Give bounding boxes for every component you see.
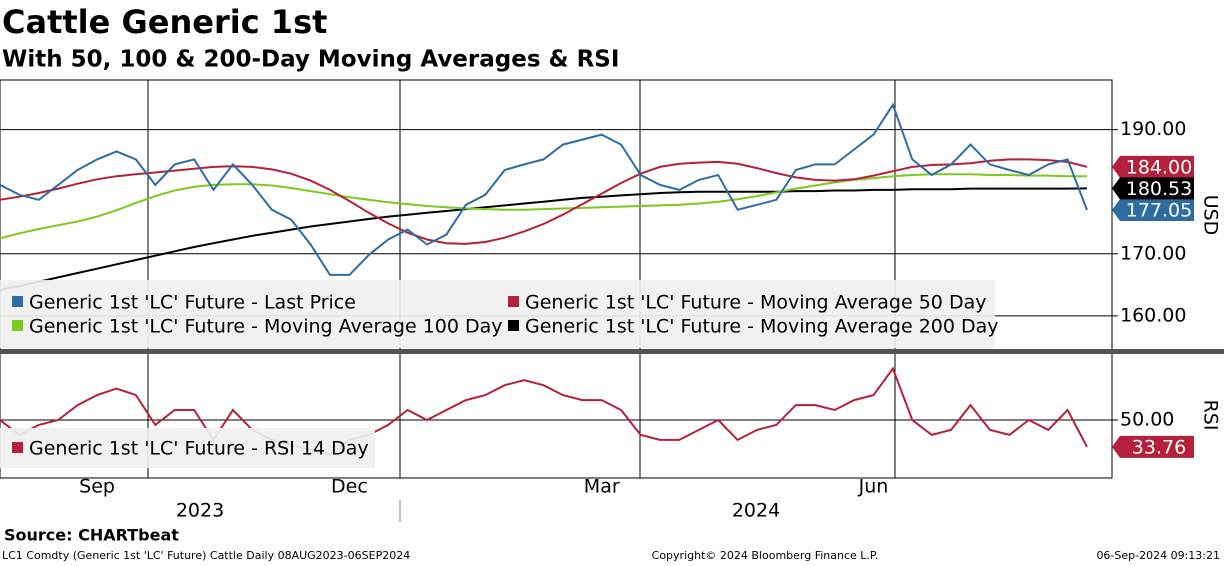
legend-swatch	[12, 320, 23, 331]
legend-swatch	[508, 296, 519, 307]
legend-label: Generic 1st 'LC' Future - Moving Average…	[525, 316, 999, 338]
subtitle: With 50, 100 & 200-Day Moving Averages &…	[2, 47, 619, 73]
y-tick-label: 170.00	[1120, 242, 1186, 264]
value-label: 184.00	[1126, 156, 1192, 178]
legend-label: Generic 1st 'LC' Future - RSI 14 Day	[29, 438, 369, 460]
x-tick-label: Dec	[331, 476, 368, 498]
y-tick-label: 190.00	[1120, 118, 1186, 140]
value-label: 33.76	[1132, 436, 1186, 458]
year-label: 2023	[176, 500, 224, 522]
y-axis-label: RSI	[1200, 400, 1222, 431]
series-line	[0, 102, 1088, 276]
value-tag	[1112, 435, 1194, 458]
panel-divider	[0, 349, 1224, 354]
y-axis-label: USD	[1200, 195, 1222, 236]
y-tick-label: 160.00	[1120, 304, 1186, 326]
legend-box	[0, 280, 995, 348]
source: Source: CHARTbeat	[4, 526, 179, 545]
series-line	[0, 173, 1087, 240]
footer-right: 06-Sep-2024 09:13:21	[1096, 549, 1220, 562]
y-tick-label: 50.00	[1120, 408, 1174, 430]
year-label: 2024	[732, 500, 780, 522]
value-label: 180.53	[1126, 178, 1192, 200]
series-line	[0, 158, 1088, 245]
legend-swatch	[12, 296, 23, 307]
series-line	[0, 366, 1088, 456]
legend-box	[0, 428, 375, 468]
title: Cattle Generic 1st	[2, 3, 327, 41]
footer-left: LC1 Comdty (Generic 1st 'LC' Future) Cat…	[2, 549, 410, 562]
series-line	[0, 187, 1088, 291]
legend-swatch	[12, 442, 23, 453]
x-tick-label: Sep	[79, 476, 115, 498]
value-label: 177.05	[1126, 200, 1192, 222]
legend-label: Generic 1st 'LC' Future - Last Price	[29, 292, 356, 314]
footer-center: Copyright© 2024 Bloomberg Finance L.P.	[652, 549, 879, 562]
value-tag	[1112, 199, 1194, 222]
plot-frame	[0, 79, 1113, 479]
x-tick-label: Mar	[584, 476, 620, 498]
legend-swatch	[508, 320, 519, 331]
legend-label: Generic 1st 'LC' Future - Moving Average…	[29, 316, 503, 338]
legend-label: Generic 1st 'LC' Future - Moving Average…	[525, 292, 986, 314]
x-tick-label: Jun	[858, 476, 889, 498]
value-tag	[1112, 155, 1194, 178]
value-tag	[1112, 177, 1194, 200]
